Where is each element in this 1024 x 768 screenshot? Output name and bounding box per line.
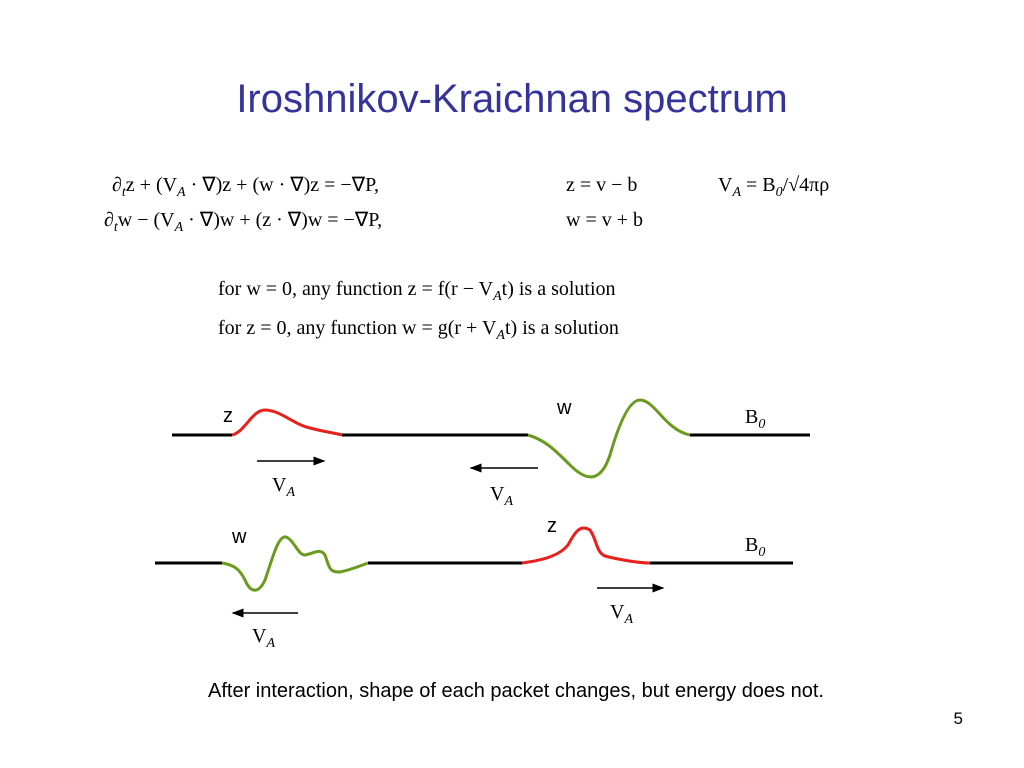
equation: ∂tz + (VA · ∇)z + (w · ∇)z = −∇P, xyxy=(112,174,379,200)
w-packet xyxy=(527,398,691,479)
z-packet xyxy=(231,408,343,437)
label: B0 xyxy=(745,534,765,560)
subscript: A xyxy=(265,636,275,651)
text-run: ∂ xyxy=(112,174,122,196)
text-run: ∂ xyxy=(104,209,114,231)
subscript: 0 xyxy=(758,417,765,432)
equation: z = v − b xyxy=(566,174,637,196)
subscript: A xyxy=(492,289,502,304)
slide-title: Iroshnikov-Kraichnan spectrum xyxy=(236,77,787,121)
equation: VA = B0/√4πρ xyxy=(718,174,829,200)
label: VA xyxy=(610,601,633,627)
label: VA xyxy=(272,474,295,500)
label: VA xyxy=(252,625,275,651)
subscript: A xyxy=(285,485,295,500)
solution: for z = 0, any function w = g(r + VAt) i… xyxy=(218,317,619,343)
label: z xyxy=(223,405,233,427)
diagram-after: w z B0 VA VA xyxy=(155,515,793,651)
solution: for w = 0, any function z = f(r − VAt) i… xyxy=(218,278,616,304)
label: z xyxy=(547,515,557,537)
subscript: A xyxy=(623,612,633,627)
subscript: A xyxy=(176,185,186,200)
text-run: z xyxy=(223,405,233,427)
subscript: t xyxy=(122,185,127,200)
equation: ∂tw − (VA · ∇)w + (z · ∇)w = −∇P, xyxy=(104,209,382,235)
text-run: t) is a solution xyxy=(505,317,619,339)
equation: w = v + b xyxy=(566,209,643,231)
text-run: V xyxy=(252,625,267,647)
text-run: V xyxy=(490,483,505,505)
label: VA xyxy=(490,483,513,509)
text-run: z = v − b xyxy=(566,174,637,196)
text-run: · ∇)w + (z · ∇)w = −∇P, xyxy=(183,209,382,231)
label: w xyxy=(556,397,572,419)
text-run: V xyxy=(718,174,733,196)
text-run: B xyxy=(745,406,758,428)
text-run: w = v + b xyxy=(566,209,643,231)
text-run: B xyxy=(745,534,758,556)
text-run: for z = 0, any function w = g(r + V xyxy=(218,317,497,339)
subscript: 0 xyxy=(758,545,765,560)
text-run: · ∇)z + (w · ∇)z = −∇P, xyxy=(186,174,379,196)
subscript: A xyxy=(174,220,184,235)
text-run: z xyxy=(547,515,557,537)
text-run: w − (V xyxy=(118,209,175,231)
text-run: w xyxy=(231,526,247,548)
text-run: z + (V xyxy=(126,174,178,196)
subscript: A xyxy=(731,185,741,200)
label: B0 xyxy=(745,406,765,432)
label: w xyxy=(231,526,247,548)
text-run: = B xyxy=(741,174,776,196)
text-run: /√4πρ xyxy=(783,174,830,196)
z-packet xyxy=(521,526,651,565)
caption: After interaction, shape of each packet … xyxy=(208,680,824,702)
text-run: V xyxy=(610,601,625,623)
subscript: 0 xyxy=(776,185,783,200)
text-run: for w = 0, any function z = f(r − V xyxy=(218,278,494,300)
subscript: t xyxy=(114,220,119,235)
text-run: w xyxy=(556,397,572,419)
text-run: V xyxy=(272,474,287,496)
page-number: 5 xyxy=(954,709,963,728)
diagram-before: z w B0 VA VA xyxy=(172,397,810,509)
subscript: A xyxy=(503,494,513,509)
text-run: t) is a solution xyxy=(502,278,616,300)
subscript: A xyxy=(495,328,505,343)
w-packet xyxy=(221,535,369,592)
